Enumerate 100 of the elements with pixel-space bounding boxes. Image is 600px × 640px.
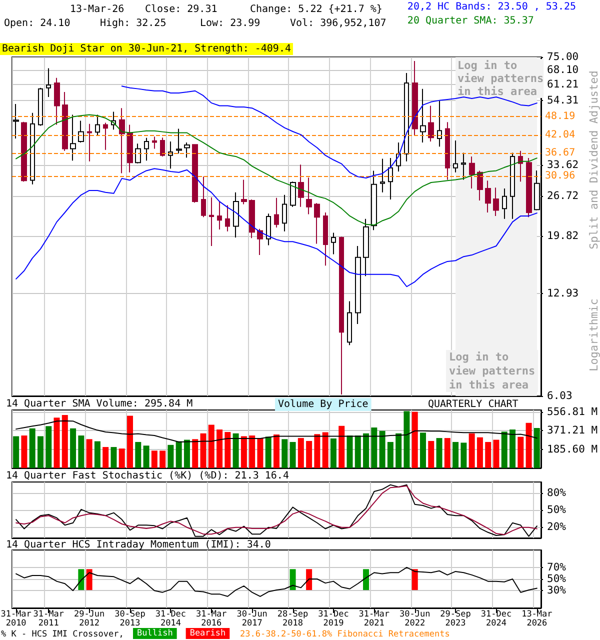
bar <box>160 450 166 468</box>
candlestick <box>347 300 352 346</box>
bar <box>534 428 540 468</box>
bar <box>428 440 434 468</box>
y-tick-label: 556.81 M <box>547 406 598 418</box>
bar <box>208 424 214 468</box>
bar <box>322 432 328 468</box>
bar <box>314 434 320 468</box>
line-series <box>121 86 538 179</box>
y-tick-label: 19.82 <box>547 230 579 242</box>
candlestick <box>103 122 108 150</box>
bar <box>78 436 84 468</box>
band-label: Log in to view patterns in this area <box>449 350 536 392</box>
text: 13-Mar-26 <box>70 4 124 15</box>
candlestick <box>526 157 532 218</box>
x-tick-label: 31-Mar 2011 <box>33 610 64 628</box>
candlestick <box>314 202 320 244</box>
bar <box>330 438 336 468</box>
candlestick <box>298 164 304 208</box>
line-series <box>16 566 538 597</box>
bar <box>371 428 378 468</box>
candlestick <box>323 212 328 266</box>
bar <box>176 441 182 468</box>
candlestick <box>363 218 369 277</box>
bar <box>94 441 100 468</box>
candlestick <box>225 204 230 232</box>
text: Logarithmic <box>588 298 600 372</box>
ref-line-label: 30.96 <box>545 170 576 182</box>
line-series <box>16 420 538 442</box>
bar <box>54 418 60 468</box>
candlestick <box>38 87 43 126</box>
text: Bearish <box>190 628 226 638</box>
bar <box>338 426 345 468</box>
text: QUARTERLY CHART <box>428 399 518 410</box>
candlestick <box>445 122 450 180</box>
candlestick <box>176 128 182 154</box>
candlestick <box>453 140 458 173</box>
candlestick <box>192 144 198 204</box>
y-tick-label: 61.21 <box>547 78 579 90</box>
candlestick <box>396 142 401 172</box>
y-tick-label: 68.10 <box>547 64 579 76</box>
bar <box>151 450 158 468</box>
candlestick <box>21 121 27 182</box>
bar <box>387 442 394 468</box>
ref-line-label: 48.19 <box>545 110 576 122</box>
text: Bullish <box>137 628 173 638</box>
bar <box>143 446 150 468</box>
bar <box>86 439 92 468</box>
text: 23.6-38.2-50-61.8% Fibonacci Retracements <box>240 630 450 640</box>
bar <box>468 433 475 468</box>
candlestick <box>282 194 287 232</box>
bar <box>346 436 353 468</box>
y-tick-label: 26.72 <box>547 190 579 202</box>
ref-line-label: 36.67 <box>545 148 576 159</box>
y-tick-label: 20% <box>547 520 567 533</box>
candlestick <box>274 197 279 228</box>
x-tick-label: 29-Sep 2023 <box>440 610 471 628</box>
candlestick <box>461 152 466 180</box>
text: High: 32.25 <box>100 18 166 29</box>
bar <box>70 428 76 468</box>
candlestick <box>201 176 206 218</box>
candlestick <box>510 152 515 220</box>
text: Close: 29.31 <box>145 4 218 15</box>
y-tick-label: 50% <box>547 504 567 516</box>
bar <box>436 438 442 468</box>
bar <box>444 438 450 468</box>
candlestick <box>469 156 475 190</box>
candlestick <box>30 112 35 185</box>
x-tick-label: 30-Jun 2022 <box>399 610 430 628</box>
candlestick <box>290 181 296 208</box>
bar <box>460 442 467 468</box>
line-series <box>16 114 538 226</box>
bar <box>13 436 20 468</box>
bar <box>298 438 304 468</box>
candlestick <box>485 180 491 213</box>
text: Open: 24.10 <box>4 18 70 29</box>
candlestick <box>412 60 418 136</box>
text: 20 Quarter SMA: 35.37 <box>407 16 534 26</box>
text: 20,2 HC Bands: 23.50 , 53.25 <box>407 2 576 12</box>
candlestick <box>380 158 385 193</box>
y-tick-label: 54.31 <box>547 94 579 106</box>
candlestick <box>209 196 214 246</box>
bar <box>476 437 483 468</box>
text: Low: 23.99 <box>200 18 260 29</box>
y-tick-label: 80% <box>547 487 567 500</box>
bar <box>249 436 256 468</box>
bar <box>200 433 206 468</box>
candlestick <box>70 114 76 162</box>
bar <box>216 429 223 468</box>
candlestick <box>152 136 157 150</box>
candlestick <box>249 198 255 239</box>
y-tick-label: 33.62 <box>547 158 579 171</box>
y-tick-label: 75.00 <box>547 51 579 63</box>
text: Vol: 396,952,107 <box>290 18 386 29</box>
candlestick <box>127 124 133 173</box>
y-tick-label: 12.93 <box>547 287 579 300</box>
candlestick <box>493 187 499 216</box>
candlestick <box>477 170 483 202</box>
x-tick-label: 31-Dec 2019 <box>318 610 349 628</box>
bar <box>21 436 28 468</box>
